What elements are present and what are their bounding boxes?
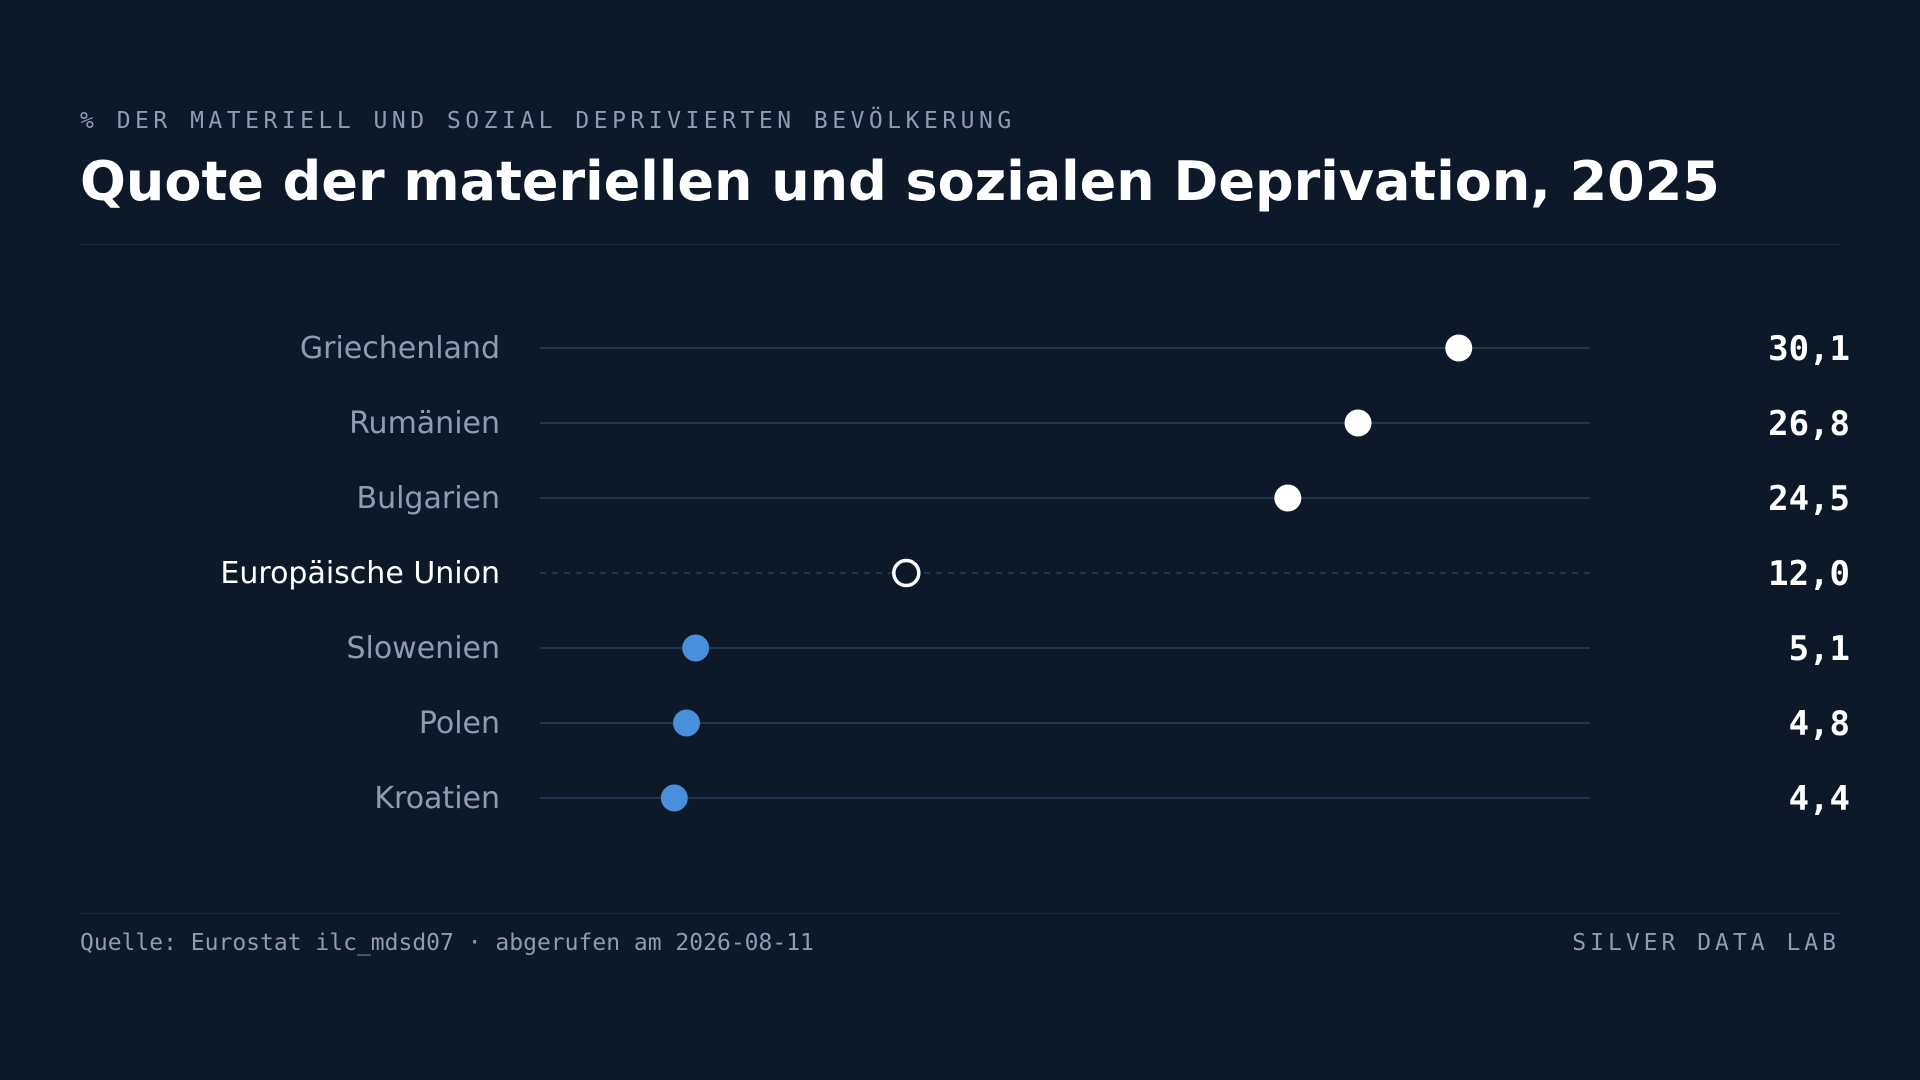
chart-subtitle: % DER MATERIELL UND SOZIAL DEPRIVIERTEN …	[80, 108, 1016, 134]
brand-label: SILVER DATA LAB	[1572, 930, 1840, 956]
category-label: Europäische Union	[220, 556, 500, 591]
value-label: 30,1	[1768, 329, 1850, 369]
data-point	[682, 634, 710, 662]
value-label: 26,8	[1768, 404, 1850, 444]
category-label: Polen	[419, 706, 500, 741]
chart-title: Quote der materiellen und sozialen Depri…	[80, 150, 1720, 213]
source-note: Quelle: Eurostat ilc_mdsd07 · abgerufen …	[80, 930, 814, 956]
value-label: 4,8	[1789, 704, 1850, 744]
value-label: 4,4	[1789, 779, 1850, 819]
dot-chart: Griechenland 30,1 Rumänien 26,8 Bulgarien 24,…	[220, 329, 1850, 819]
data-point	[1274, 484, 1302, 512]
data-point	[1344, 409, 1372, 437]
footer-divider	[80, 913, 1840, 914]
category-label: Kroatien	[374, 781, 500, 816]
value-label: 12,0	[1768, 554, 1850, 594]
data-point	[673, 709, 701, 737]
category-label: Rumänien	[349, 406, 500, 441]
header-divider	[80, 244, 1840, 245]
data-point	[1445, 334, 1473, 362]
data-point-reference	[892, 558, 921, 588]
data-point	[660, 784, 688, 812]
value-label: 24,5	[1768, 479, 1850, 519]
value-label: 5,1	[1789, 629, 1850, 669]
category-label: Bulgarien	[357, 481, 501, 516]
category-label: Griechenland	[300, 331, 500, 366]
category-label: Slowenien	[346, 631, 500, 666]
